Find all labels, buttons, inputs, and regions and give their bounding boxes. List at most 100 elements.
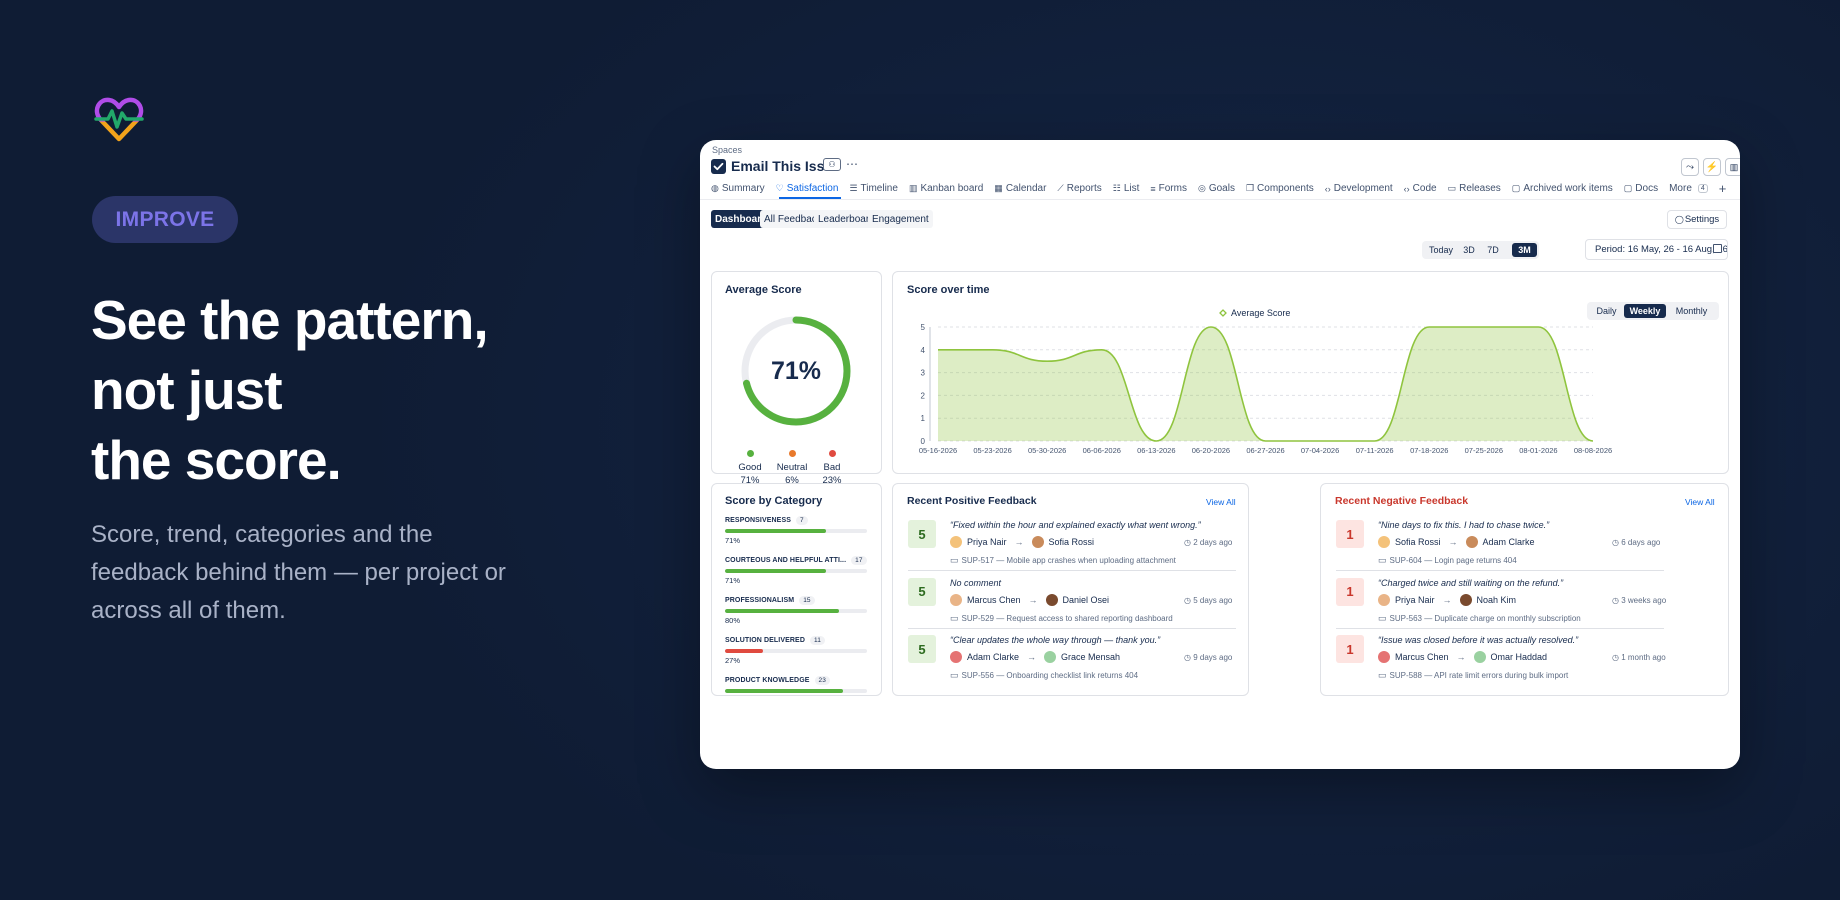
more-actions-icon[interactable]: ⋯ <box>846 157 858 171</box>
nav-item-label: Forms <box>1158 183 1187 194</box>
code-icon: ‹› <box>1403 183 1410 194</box>
range-today[interactable]: Today <box>1428 245 1454 255</box>
clock-icon: ◷ <box>1184 653 1191 662</box>
folder-icon: ▭ <box>1378 612 1387 623</box>
tab-leaderboard[interactable]: Leaderboard <box>814 210 879 228</box>
nav-item-reports[interactable]: ⟋ Reports <box>1057 182 1101 196</box>
nav-item-docs[interactable]: ▢ Docs <box>1624 182 1658 196</box>
issue-label: SUP-556 — Onboarding checklist link retu… <box>961 671 1139 680</box>
category-row: SOLUTION DELIVERED 11 27% <box>725 636 867 665</box>
feedback-quote: “Charged twice and still waiting on the … <box>1378 577 1564 588</box>
y-tick-label: 0 <box>921 437 926 446</box>
nav-more[interactable]: More 4 <box>1669 182 1708 196</box>
category-count-badge: 7 <box>795 516 808 525</box>
nav-item-label: Calendar <box>1005 183 1047 194</box>
tab-engagement[interactable]: Engagement <box>868 210 933 228</box>
category-bar-fill <box>725 649 764 653</box>
nav-item-releases[interactable]: ▭ Releases <box>1448 182 1501 196</box>
category-bar-fill <box>725 609 839 613</box>
score-over-time-title: Score over time <box>907 284 990 296</box>
range-3d[interactable]: 3D <box>1463 245 1475 255</box>
feedback-item[interactable]: 1 “Issue was closed before it was actuall… <box>1336 635 1671 683</box>
category-bar-fill <box>725 689 843 693</box>
avatar <box>950 651 962 663</box>
toggle-daily[interactable]: Daily <box>1596 306 1617 316</box>
nav-item-components[interactable]: ❒ Components <box>1246 182 1314 196</box>
nav-item-code[interactable]: ‹› Code <box>1404 182 1437 196</box>
from-agent[interactable]: Adam Clarke <box>967 652 1020 662</box>
negative-view-all-link[interactable]: View All <box>1685 497 1715 507</box>
project-title[interactable]: Email This Issue <box>731 158 827 174</box>
feedback-item[interactable]: 5 “Clear updates the whole way through — … <box>908 635 1243 683</box>
feedback-item[interactable]: 5 No comment Marcus Chen → Daniel Osei ◷ 5 da… <box>908 577 1243 626</box>
feedback-issue[interactable]: ▭ SUP-556 — Onboarding checklist link ret… <box>950 670 1138 681</box>
from-agent[interactable]: Marcus Chen <box>967 594 1021 605</box>
nav-item-calendar[interactable]: ▦ Calendar <box>994 182 1046 196</box>
to-agent[interactable]: Adam Clarke <box>1482 537 1535 547</box>
issue-label: SUP-604 — Login page returns 404 <box>1389 556 1517 565</box>
nav-item-goals[interactable]: ◎ Goals <box>1198 182 1235 196</box>
nav-item-development[interactable]: ‹› Development <box>1325 182 1393 196</box>
to-agent[interactable]: Omar Haddad <box>1490 652 1548 662</box>
feedback-issue[interactable]: ▭ SUP-604 — Login page returns 404 <box>1378 555 1517 566</box>
to-agent[interactable]: Daniel Osei <box>1062 594 1110 605</box>
issue-label: SUP-563 — Duplicate charge on monthly su… <box>1389 613 1581 623</box>
feedback-item[interactable]: 1 “Nine days to fix this. I had to chase … <box>1336 520 1671 568</box>
toggle-monthly[interactable]: Monthly <box>1675 306 1708 316</box>
series-line-average-score[interactable] <box>938 326 1594 442</box>
nav-item-archived-work-items[interactable]: ▢ Archived work items <box>1512 182 1613 196</box>
tab-all-feedback[interactable]: All Feedback <box>760 210 826 228</box>
nav-item-satisfaction[interactable]: ♡ Satisfaction <box>776 182 839 196</box>
feedback-issue[interactable]: ▭ SUP-517 — Mobile app crashes when uploa… <box>950 555 1176 566</box>
good-value: 71% <box>740 475 760 486</box>
from-agent[interactable]: Priya Nair <box>967 537 1007 547</box>
feedback-item[interactable]: 1 “Charged twice and still waiting on the… <box>1336 577 1671 626</box>
period-label: Period: 16 May, 26 - 16 Aug, 26 <box>1595 244 1728 255</box>
feedback-item[interactable]: 5 “Fixed within the hour and explained ex… <box>908 520 1243 568</box>
from-agent[interactable]: Marcus Chen <box>1395 652 1449 662</box>
to-agent[interactable]: Noah Kim <box>1476 594 1517 605</box>
range-selector <box>1422 241 1539 259</box>
settings-button[interactable]: ◯ Settings <box>1667 210 1727 229</box>
category-percent: 71% <box>725 576 741 585</box>
panel-icon[interactable]: ▥ <box>1725 158 1740 176</box>
from-agent[interactable]: Sofia Rossi <box>1395 537 1441 547</box>
nav-item-label: Archived work items <box>1523 183 1613 194</box>
period-picker[interactable]: Period: 16 May, 26 - 16 Aug, 26 <box>1585 239 1728 260</box>
issue-label: SUP-588 — API rate limit errors during b… <box>1389 671 1569 680</box>
range-7d[interactable]: 7D <box>1487 245 1499 255</box>
to-agent[interactable]: Sofia Rossi <box>1048 537 1095 547</box>
y-tick-label: 3 <box>921 369 926 378</box>
feedback-score: 5 <box>908 577 936 606</box>
score-by-category-title: Score by Category <box>725 495 823 507</box>
tab-dashboard[interactable]: Dashboard <box>711 210 772 228</box>
avatar <box>1378 593 1390 606</box>
feedback-issue[interactable]: ▭ SUP-588 — API rate limit errors during … <box>1378 670 1568 681</box>
add-nav-icon[interactable]: + <box>1718 181 1727 196</box>
category-bar-fill <box>725 529 826 533</box>
nav-item-summary[interactable]: ◍ Summary <box>711 182 765 196</box>
to-agent[interactable]: Grace Mensah <box>1061 652 1121 662</box>
feedback-issue[interactable]: ▭ SUP-563 — Duplicate charge on monthly s… <box>1378 613 1581 624</box>
category-label: SOLUTION DELIVERED <box>725 637 805 644</box>
share-icon[interactable]: ⤳ <box>1681 158 1699 176</box>
nav-item-list[interactable]: ☷ List <box>1113 182 1140 196</box>
positive-view-all-link[interactable]: View All <box>1206 497 1236 507</box>
calendar-icon[interactable] <box>1713 244 1722 253</box>
category-name: COURTEOUS AND HELPFUL ATTI... 17 <box>725 556 867 565</box>
range-3m[interactable]: 3M <box>1512 243 1537 257</box>
lightning-icon[interactable]: ⚡ <box>1703 158 1721 176</box>
nav-item-kanban-board[interactable]: ▥ Kanban board <box>909 182 983 196</box>
feedback-time: ◷ 6 days ago <box>1612 538 1660 547</box>
nav-item-timeline[interactable]: ☰ Timeline <box>849 182 898 196</box>
nav-item-label: Timeline <box>860 183 898 194</box>
from-agent[interactable]: Priya Nair <box>1395 594 1435 605</box>
legend-label[interactable]: Average Score <box>1231 308 1290 318</box>
heart-icon: ♡ <box>775 183 784 193</box>
nav-item-forms[interactable]: ≡ Forms <box>1150 182 1187 196</box>
feedback-issue[interactable]: ▭ SUP-529 — Request access to shared repo… <box>950 613 1173 624</box>
toggle-weekly[interactable]: Weekly <box>1624 304 1666 318</box>
clock-icon: ◷ <box>1612 595 1619 605</box>
breadcrumb[interactable]: Spaces <box>712 145 743 155</box>
x-tick-label: 07-25-2026 <box>1465 446 1503 455</box>
